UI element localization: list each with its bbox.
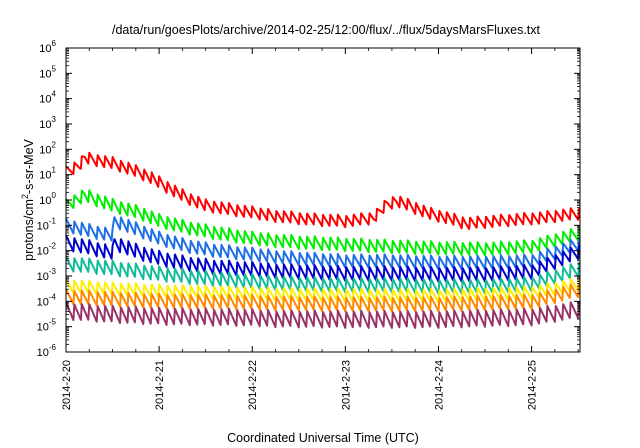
y-tick-label: 10-2 [37,242,57,258]
series-layer [65,151,581,329]
y-tick-label: 10-1 [37,216,57,232]
y-tick-label: 10-4 [37,292,57,308]
y-axis-label-sup: 2 [20,194,30,199]
y-axis-label-suffix: -s-sr-MeV [22,138,36,194]
y-tick-label: 102 [39,140,56,156]
series-7 [65,301,581,329]
plot-frame [65,47,581,353]
x-tick-label: 2014-2-23 [340,360,352,410]
y-tick-label: 10-6 [37,343,57,359]
y-axis-label: protons/cm2-s-sr-MeV [20,138,36,260]
y-tick-label: 104 [39,90,56,106]
series-1 [65,189,581,257]
series-line [65,151,581,230]
series-line [65,255,581,295]
series-line [65,189,581,257]
x-tick-label: 2014-2-25 [527,360,539,410]
series-0 [65,151,581,230]
y-tick-label: 10-3 [37,267,57,283]
series-line [65,301,581,329]
series-6 [65,282,581,313]
series-2 [65,216,581,271]
x-axis-label: Coordinated Universal Time (UTC) [227,431,419,445]
x-tick-label: 2014-2-20 [61,360,73,410]
y-tick-label: 101 [39,166,56,182]
y-tick-label: 100 [39,191,56,207]
y-tick-label: 103 [39,115,56,131]
series-line [65,216,581,271]
x-tick-label: 2014-2-21 [154,360,166,410]
series-line [65,282,581,313]
series-line [65,277,581,304]
y-tick-label: 106 [39,39,56,55]
series-4 [65,255,581,295]
x-tick-label: 2014-2-24 [433,360,445,410]
series-3 [65,235,581,283]
y-axis-label-prefix: protons/cm [22,199,36,261]
x-tick-label: 2014-2-22 [247,360,259,410]
series-5 [65,277,581,304]
series-line [65,235,581,283]
y-tick-label: 105 [39,64,56,80]
y-tick-label: 10-5 [37,318,57,334]
y-axis-ticks: 10-6 10-5 10-4 10-3 10-2 10-1 100 101 102 103 104 1… [37,39,580,359]
chart-title: /data/run/goesPlots/archive/2014-02-25/1… [112,23,541,37]
